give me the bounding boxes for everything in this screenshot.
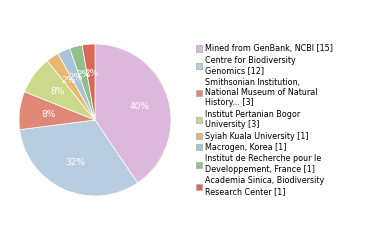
- Wedge shape: [20, 120, 138, 196]
- Text: 2%: 2%: [68, 72, 83, 82]
- Wedge shape: [19, 92, 95, 130]
- Wedge shape: [47, 54, 95, 120]
- Text: 8%: 8%: [50, 88, 64, 96]
- Text: 8%: 8%: [41, 109, 55, 119]
- Text: 40%: 40%: [130, 102, 150, 111]
- Text: 2%: 2%: [62, 77, 76, 85]
- Text: 2%: 2%: [84, 69, 98, 78]
- Wedge shape: [58, 48, 95, 120]
- Legend: Mined from GenBank, NCBI [15], Centre for Biodiversity
Genomics [12], Smithsonia: Mined from GenBank, NCBI [15], Centre fo…: [194, 43, 335, 197]
- Text: 2%: 2%: [76, 70, 90, 79]
- Wedge shape: [95, 44, 171, 183]
- Wedge shape: [70, 45, 95, 120]
- Wedge shape: [82, 44, 95, 120]
- Text: 32%: 32%: [66, 158, 86, 168]
- Wedge shape: [24, 61, 95, 120]
